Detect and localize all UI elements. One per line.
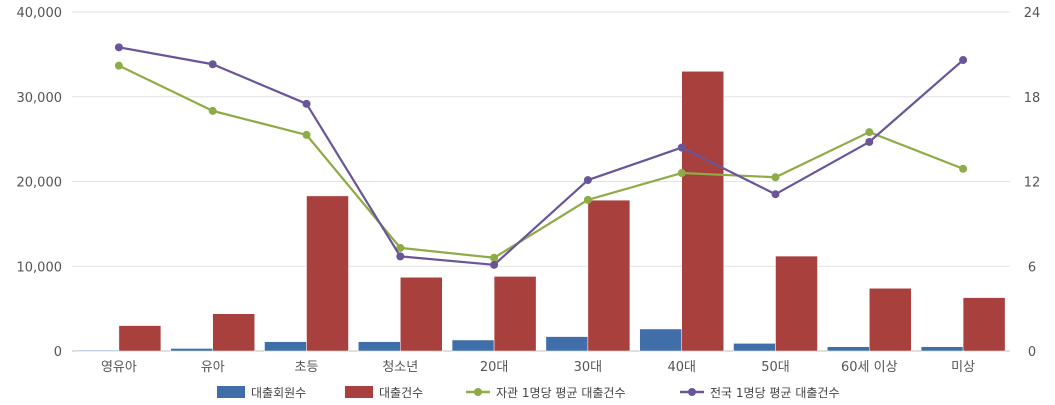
x-tick-label: 초등: [295, 360, 319, 375]
x-tick-label: 40대: [667, 360, 696, 375]
legend-swatch: [217, 386, 245, 398]
line-point: [208, 60, 217, 69]
legend-label: 대출회원수: [251, 386, 306, 400]
legend-label: 자관 1명당 평균 대출건수: [496, 386, 625, 400]
line-point: [114, 43, 123, 52]
x-tick-label: 60세 이상: [841, 360, 898, 375]
line-point: [677, 169, 686, 178]
line-point: [490, 253, 499, 262]
legend-label: 전국 1명당 평균 대출건수: [710, 386, 839, 400]
legend-label: 대출건수: [379, 386, 423, 400]
y-left-tick-label: 40,000: [17, 6, 63, 21]
y-left-tick-label: 30,000: [17, 91, 63, 106]
right-axis: 0 6 12 18 24: [1024, 6, 1041, 360]
lines: [114, 43, 968, 269]
line-point: [302, 99, 311, 108]
line-point: [959, 164, 968, 173]
line-point: [208, 106, 217, 115]
line-point: [302, 130, 311, 139]
x-tick-label: 50대: [761, 360, 790, 375]
bar: [118, 325, 162, 352]
y-left-tick-label: 10,000: [17, 260, 63, 275]
bar: [827, 346, 870, 352]
y-left-tick-label: 0: [54, 345, 62, 360]
bar: [358, 341, 401, 352]
y-right-tick-label: 6: [1028, 260, 1036, 275]
y-left-tick-label: 20,000: [17, 176, 63, 191]
bar: [639, 328, 682, 352]
y-right-tick-label: 18: [1024, 91, 1041, 106]
x-tick-label: 30대: [574, 360, 603, 375]
line-point: [959, 56, 968, 65]
bar: [962, 297, 1006, 352]
y-right-tick-label: 12: [1024, 176, 1041, 191]
legend-marker: [688, 388, 696, 396]
line-point: [583, 195, 592, 204]
bar: [170, 348, 213, 352]
y-right-tick-label: 0: [1028, 345, 1036, 360]
x-tick-label: 20대: [480, 360, 509, 375]
line-point: [677, 143, 686, 152]
line-point: [865, 128, 874, 137]
series-line: [118, 46, 964, 266]
bar: [775, 255, 818, 352]
line-point: [114, 61, 123, 70]
bar: [76, 349, 120, 352]
x-tick-label: 미상: [951, 360, 975, 375]
legend-swatch: [345, 386, 373, 398]
x-tick-label: 영유아: [101, 360, 137, 375]
x-axis-labels: 영유아 유아 초등 청소년 20대 30대 40대 50대 60세 이상 미상: [101, 360, 975, 375]
left-axis: 0 10,000 20,000 30,000 40,000: [17, 6, 63, 360]
x-tick-label: 청소년: [382, 360, 418, 375]
line-point: [771, 173, 780, 182]
bar: [493, 276, 537, 352]
bar: [212, 313, 255, 352]
line-point: [396, 243, 405, 252]
bar: [545, 336, 589, 352]
y-right-tick-label: 24: [1024, 6, 1041, 21]
bar: [869, 288, 912, 352]
bar: [306, 195, 349, 352]
line-point: [396, 252, 405, 261]
bar: [920, 346, 964, 352]
line-point: [490, 260, 499, 269]
line-point: [771, 190, 780, 199]
bar: [681, 71, 724, 352]
line-point: [583, 176, 592, 185]
legend: 대출회원수 대출건수 자관 1명당 평균 대출건수 전국 1명당 평균 대출건수: [217, 386, 839, 400]
bar: [733, 343, 776, 352]
series-line: [118, 64, 964, 259]
bar: [587, 199, 631, 352]
bar: [400, 277, 443, 352]
bar: [264, 341, 307, 352]
bars: [76, 71, 1006, 352]
bar: [451, 339, 495, 352]
x-tick-label: 유아: [201, 360, 225, 375]
legend-marker: [474, 388, 482, 396]
line-point: [865, 137, 874, 146]
